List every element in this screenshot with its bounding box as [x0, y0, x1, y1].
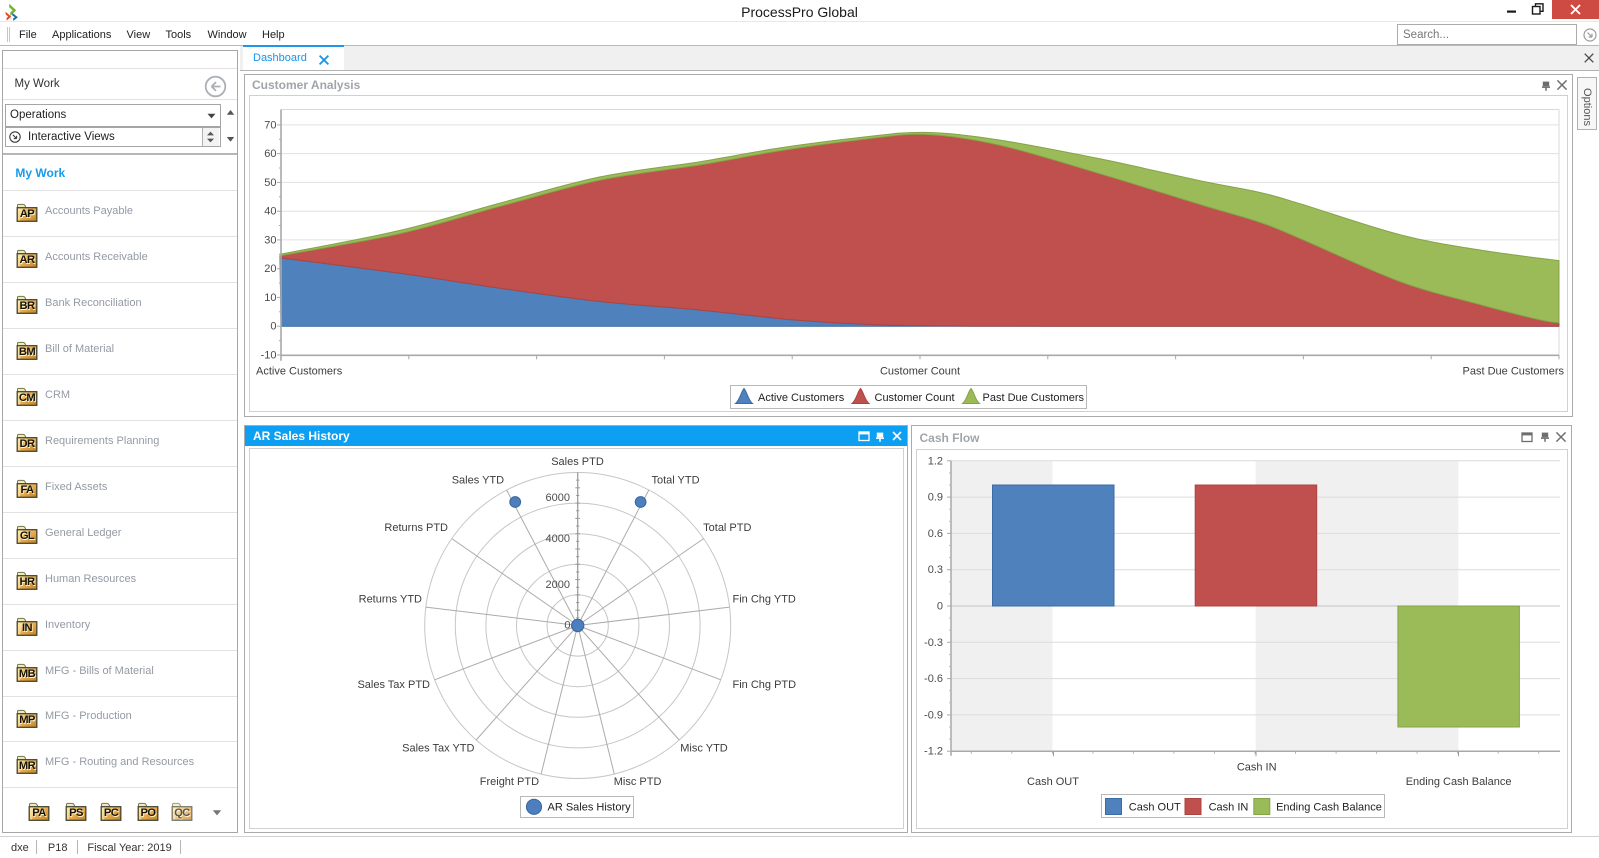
svg-text:PO: PO: [140, 807, 156, 819]
svg-text:Returns PTD: Returns PTD: [384, 522, 448, 534]
svg-text:HR: HR: [20, 577, 35, 589]
svg-text:0.6: 0.6: [928, 528, 943, 540]
svg-text:FA: FA: [20, 484, 34, 496]
svg-text:AP: AP: [20, 209, 35, 221]
svg-text:Active Customers: Active Customers: [256, 366, 343, 378]
svg-text:PS: PS: [69, 807, 84, 819]
svg-text:Active Customers: Active Customers: [758, 392, 845, 404]
svg-text:-0.6: -0.6: [924, 673, 943, 685]
svg-text:BR: BR: [20, 301, 35, 313]
svg-text:CM: CM: [19, 392, 35, 404]
svg-text:-0.9: -0.9: [924, 709, 943, 721]
svg-text:10: 10: [264, 292, 276, 304]
svg-text:Total PTD: Total PTD: [703, 522, 751, 534]
svg-text:30: 30: [264, 234, 276, 246]
svg-text:Cash OUT: Cash OUT: [1027, 776, 1079, 788]
svg-text:Customer Count: Customer Count: [880, 366, 960, 378]
svg-text:Customer Count: Customer Count: [875, 392, 955, 404]
svg-text:MP: MP: [20, 715, 37, 727]
svg-text:CM: CM: [20, 393, 36, 405]
svg-text:-10: -10: [261, 350, 277, 362]
svg-text:DR: DR: [20, 438, 35, 450]
svg-text:Total YTD: Total YTD: [651, 475, 699, 487]
svg-text:2000: 2000: [546, 579, 570, 591]
svg-text:Past Due Customers: Past Due Customers: [983, 392, 1085, 404]
svg-text:PA: PA: [32, 807, 46, 819]
svg-text:Fin Chg PTD: Fin Chg PTD: [733, 679, 797, 691]
svg-text:0: 0: [564, 620, 570, 632]
svg-text:FA: FA: [21, 485, 35, 497]
svg-text:Misc PTD: Misc PTD: [614, 776, 662, 788]
svg-text:QC: QC: [175, 807, 191, 819]
svg-text:4000: 4000: [546, 533, 570, 545]
svg-text:Freight PTD: Freight PTD: [480, 776, 539, 788]
svg-text:Ending Cash Balance: Ending Cash Balance: [1276, 802, 1382, 814]
svg-text:0.3: 0.3: [928, 564, 943, 576]
svg-text:Sales PTD: Sales PTD: [551, 456, 604, 468]
svg-text:50: 50: [264, 177, 276, 189]
svg-text:PS: PS: [69, 807, 84, 819]
svg-text:Sales Tax PTD: Sales Tax PTD: [357, 679, 430, 691]
svg-text:0: 0: [270, 321, 276, 333]
svg-text:GL: GL: [20, 530, 35, 542]
svg-text:MR: MR: [19, 760, 36, 772]
svg-text:MB: MB: [20, 669, 37, 681]
svg-text:Cash IN: Cash IN: [1237, 762, 1277, 774]
svg-text:1.2: 1.2: [928, 455, 943, 467]
svg-text:DR: DR: [20, 439, 35, 451]
svg-text:-1.2: -1.2: [924, 746, 943, 758]
svg-text:BM: BM: [20, 347, 36, 359]
svg-text:PO: PO: [141, 807, 157, 819]
svg-text:0.9: 0.9: [928, 492, 943, 504]
svg-text:AR Sales History: AR Sales History: [548, 801, 632, 813]
svg-text:Fin Chg YTD: Fin Chg YTD: [733, 594, 796, 606]
svg-text:AR: AR: [20, 255, 35, 267]
svg-text:60: 60: [264, 148, 276, 160]
svg-text:-0.3: -0.3: [924, 637, 943, 649]
svg-text:PC: PC: [104, 807, 119, 819]
svg-text:Ending Cash Balance: Ending Cash Balance: [1406, 776, 1512, 788]
svg-text:20: 20: [264, 263, 276, 275]
svg-text:MB: MB: [19, 668, 36, 680]
svg-text:IN: IN: [22, 622, 33, 634]
svg-text:Sales YTD: Sales YTD: [452, 475, 504, 487]
svg-text:Sales Tax YTD: Sales Tax YTD: [402, 742, 474, 754]
svg-text:MP: MP: [19, 714, 36, 726]
svg-text:40: 40: [264, 206, 276, 218]
svg-text:0: 0: [937, 601, 943, 613]
svg-text:IN: IN: [23, 623, 34, 635]
svg-text:BM: BM: [19, 347, 35, 359]
svg-text:Past Due Customers: Past Due Customers: [1463, 366, 1565, 378]
svg-text:AP: AP: [21, 209, 36, 221]
svg-text:PA: PA: [33, 807, 47, 819]
svg-text:GL: GL: [21, 531, 36, 543]
svg-text:HR: HR: [20, 576, 35, 588]
svg-text:BR: BR: [20, 301, 35, 313]
svg-text:Cash IN: Cash IN: [1209, 802, 1249, 814]
svg-text:QC: QC: [174, 807, 190, 819]
svg-text:MR: MR: [20, 761, 37, 773]
svg-text:70: 70: [264, 119, 276, 131]
svg-text:AR: AR: [20, 255, 35, 267]
svg-text:6000: 6000: [546, 492, 570, 504]
svg-text:PC: PC: [104, 807, 119, 819]
svg-text:Cash OUT: Cash OUT: [1129, 802, 1181, 814]
svg-text:Returns YTD: Returns YTD: [359, 594, 422, 606]
svg-text:Misc YTD: Misc YTD: [680, 742, 728, 754]
